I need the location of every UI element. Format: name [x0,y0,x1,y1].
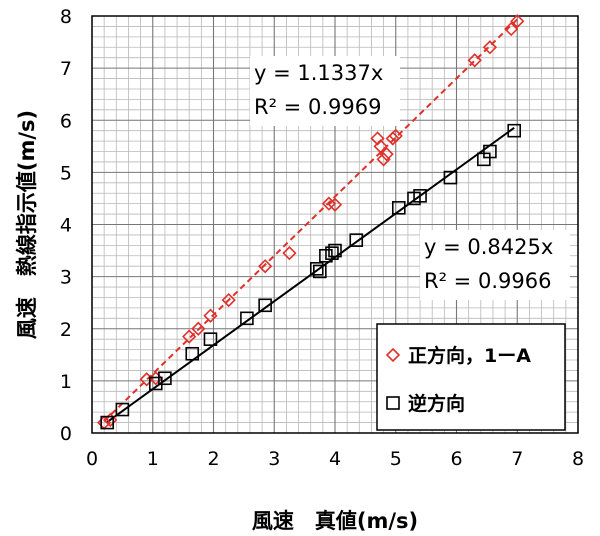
equation-box-reverse: y = 0.8425x R² = 0.9966 [420,230,570,300]
data-point-reverse [203,332,218,346]
data-point-reverse [391,201,406,215]
x-tick-label: 2 [207,448,219,470]
data-point-forward [388,128,403,144]
data-point-reverse [185,346,200,361]
data-point-reverse [325,246,339,260]
plot-area-border [91,15,579,434]
r2-reverse: R² = 0.9966 [424,269,551,293]
data-point-reverse [240,311,254,326]
data-point-forward [385,131,400,146]
y-axis-title: 風速 熱線指示値(m/s) [15,110,39,339]
data-point-reverse [349,233,364,247]
legend-diamond-shape [385,347,401,363]
y-tick-label: 7 [60,58,72,80]
equation-forward: y = 1.1337x [254,61,383,85]
x-tick-label: 1 [147,448,159,470]
y-tick-label: 0 [60,423,72,445]
data-point-forward [182,329,197,344]
data-point-forward [373,139,388,154]
data-point-forward [103,412,118,428]
equation-reverse: y = 0.8425x [424,235,553,259]
data-point-forward [482,40,498,55]
y-tick-label: 5 [60,162,72,184]
y-tick-label: 8 [60,6,72,28]
equation-box-forward: y = 1.1337x R² = 0.9969 [250,56,400,126]
x-axis-ticks: 0 1 2 3 4 5 6 7 8 [86,448,584,470]
y-tick-label: 3 [60,267,72,289]
data-point-reverse [100,415,114,430]
data-point-forward [510,14,525,29]
y-tick-label: 4 [60,215,72,237]
data-point-reverse [328,243,342,258]
data-point-reverse [483,144,497,159]
x-axis-title: 風速 真値(m/s) [252,509,418,533]
x-tick-label: 3 [268,448,280,470]
data-point-forward [203,308,218,323]
data-point-forward [376,152,391,167]
legend-diamond-marker [385,347,401,363]
data-point-forward [504,21,519,37]
data-points [97,14,525,430]
data-point-forward [379,146,394,162]
data-point-forward [282,246,297,261]
x-tick-label: 8 [572,448,584,470]
legend-box [376,323,566,431]
data-point-reverse [158,371,172,386]
r2-forward: R² = 0.9969 [254,95,381,119]
data-point-forward [221,292,236,308]
data-point-forward [327,197,343,212]
x-tick-label: 7 [511,448,523,470]
legend-label-reverse: 逆方向 [408,392,465,415]
y-tick-label: 6 [60,110,72,132]
x-tick-label: 0 [86,448,98,470]
data-point-reverse [309,262,324,276]
data-point-forward [370,131,385,146]
x-tick-label: 6 [450,448,462,470]
data-point-reverse [258,298,272,313]
data-point-forward [191,321,206,336]
data-point-reverse [115,402,130,417]
x-tick-label: 5 [390,448,402,470]
legend-square-marker [386,396,400,410]
legend-square-shape [386,396,400,410]
legend: 正方向，1ーA 逆方向 [376,323,566,431]
data-point-reverse [507,123,522,138]
data-point-forward [148,371,163,386]
data-point-reverse [443,170,458,185]
y-tick-label: 1 [60,371,72,393]
y-tick-label: 2 [60,319,72,341]
data-point-reverse [413,189,427,203]
x-tick-label: 4 [329,448,341,470]
data-point-forward [467,53,482,68]
legend-label-forward: 正方向，1ーA [408,344,531,367]
data-point-forward [258,259,273,274]
y-axis-ticks: 0 1 2 3 4 5 6 7 8 [60,6,72,445]
data-point-reverse [313,264,327,279]
fit-line-forward [103,18,518,422]
